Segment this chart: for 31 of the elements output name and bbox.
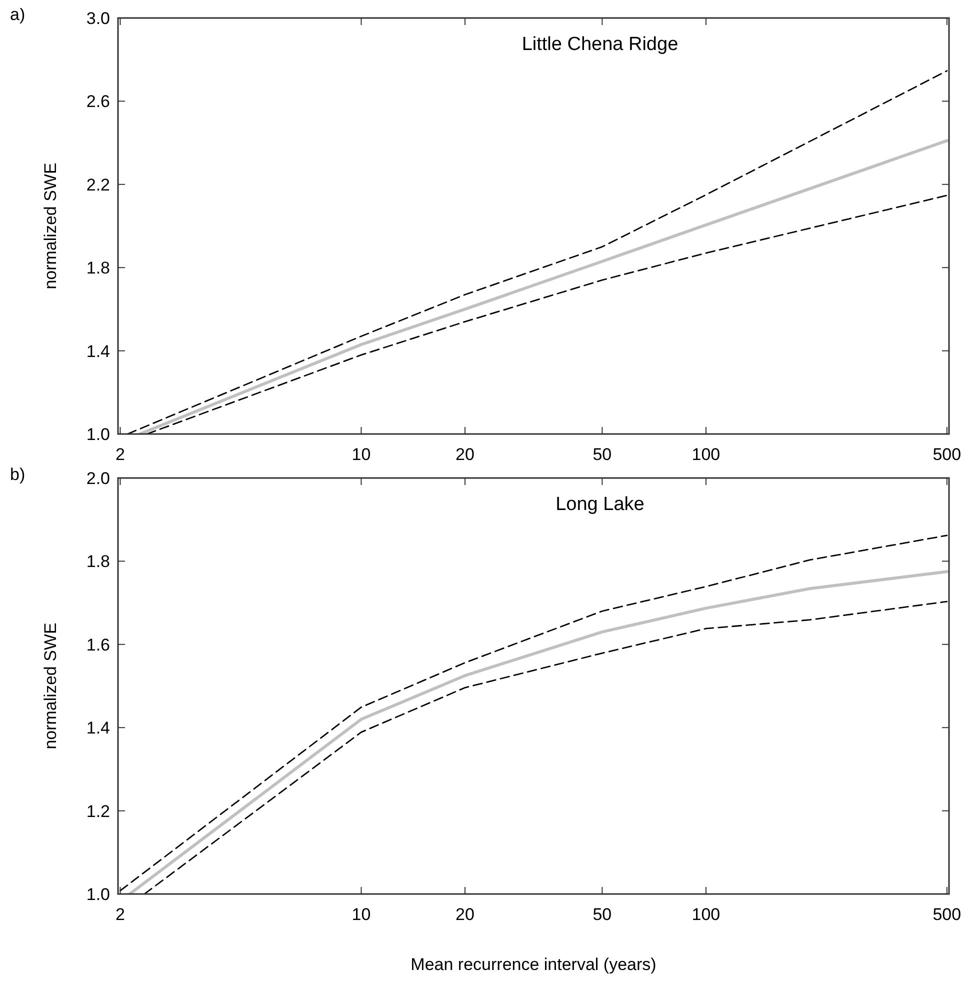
text: b): [10, 465, 26, 484]
x-tick-label: 20: [456, 445, 474, 464]
y-tick-label: 1.8: [86, 258, 110, 278]
x-axis-title: Mean recurrence interval (years): [410, 955, 656, 974]
x-tick-label: 50: [592, 905, 612, 924]
y-tick-label: 1.6: [86, 635, 110, 654]
x-tick-label: 20: [456, 905, 474, 924]
y-tick-label: 2.6: [86, 92, 110, 112]
y-tick-label: 2.2: [86, 175, 110, 194]
text: a): [10, 5, 26, 24]
text: Long Lake: [556, 494, 644, 515]
x-tick-label: 10: [352, 445, 371, 464]
x-tick-label: 100: [692, 445, 720, 464]
y-tick-label: 2.0: [86, 468, 110, 488]
y-tick-label: 1.8: [86, 552, 110, 572]
y-tick-label: 1.0: [86, 884, 110, 904]
x-tick-label: 2: [116, 445, 125, 464]
x-tick-label: 10: [352, 905, 371, 924]
y-axis-title: normalized SWE: [41, 622, 60, 750]
y-tick-label: 1.4: [86, 718, 110, 738]
y-tick-label: 1.4: [86, 342, 110, 361]
y-tick-label: 1.2: [86, 802, 110, 821]
x-tick-label: 500: [932, 445, 962, 464]
x-tick-label: 2: [116, 905, 125, 924]
y-tick-label: 1.0: [86, 424, 110, 444]
y-axis-title: normalized SWE: [41, 162, 60, 290]
x-tick-label: 50: [592, 445, 612, 464]
y-tick-label: 3.0: [86, 8, 110, 28]
x-tick-label: 500: [932, 905, 962, 924]
text: Little Chena Ridge: [522, 34, 678, 55]
x-tick-label: 100: [692, 905, 720, 924]
